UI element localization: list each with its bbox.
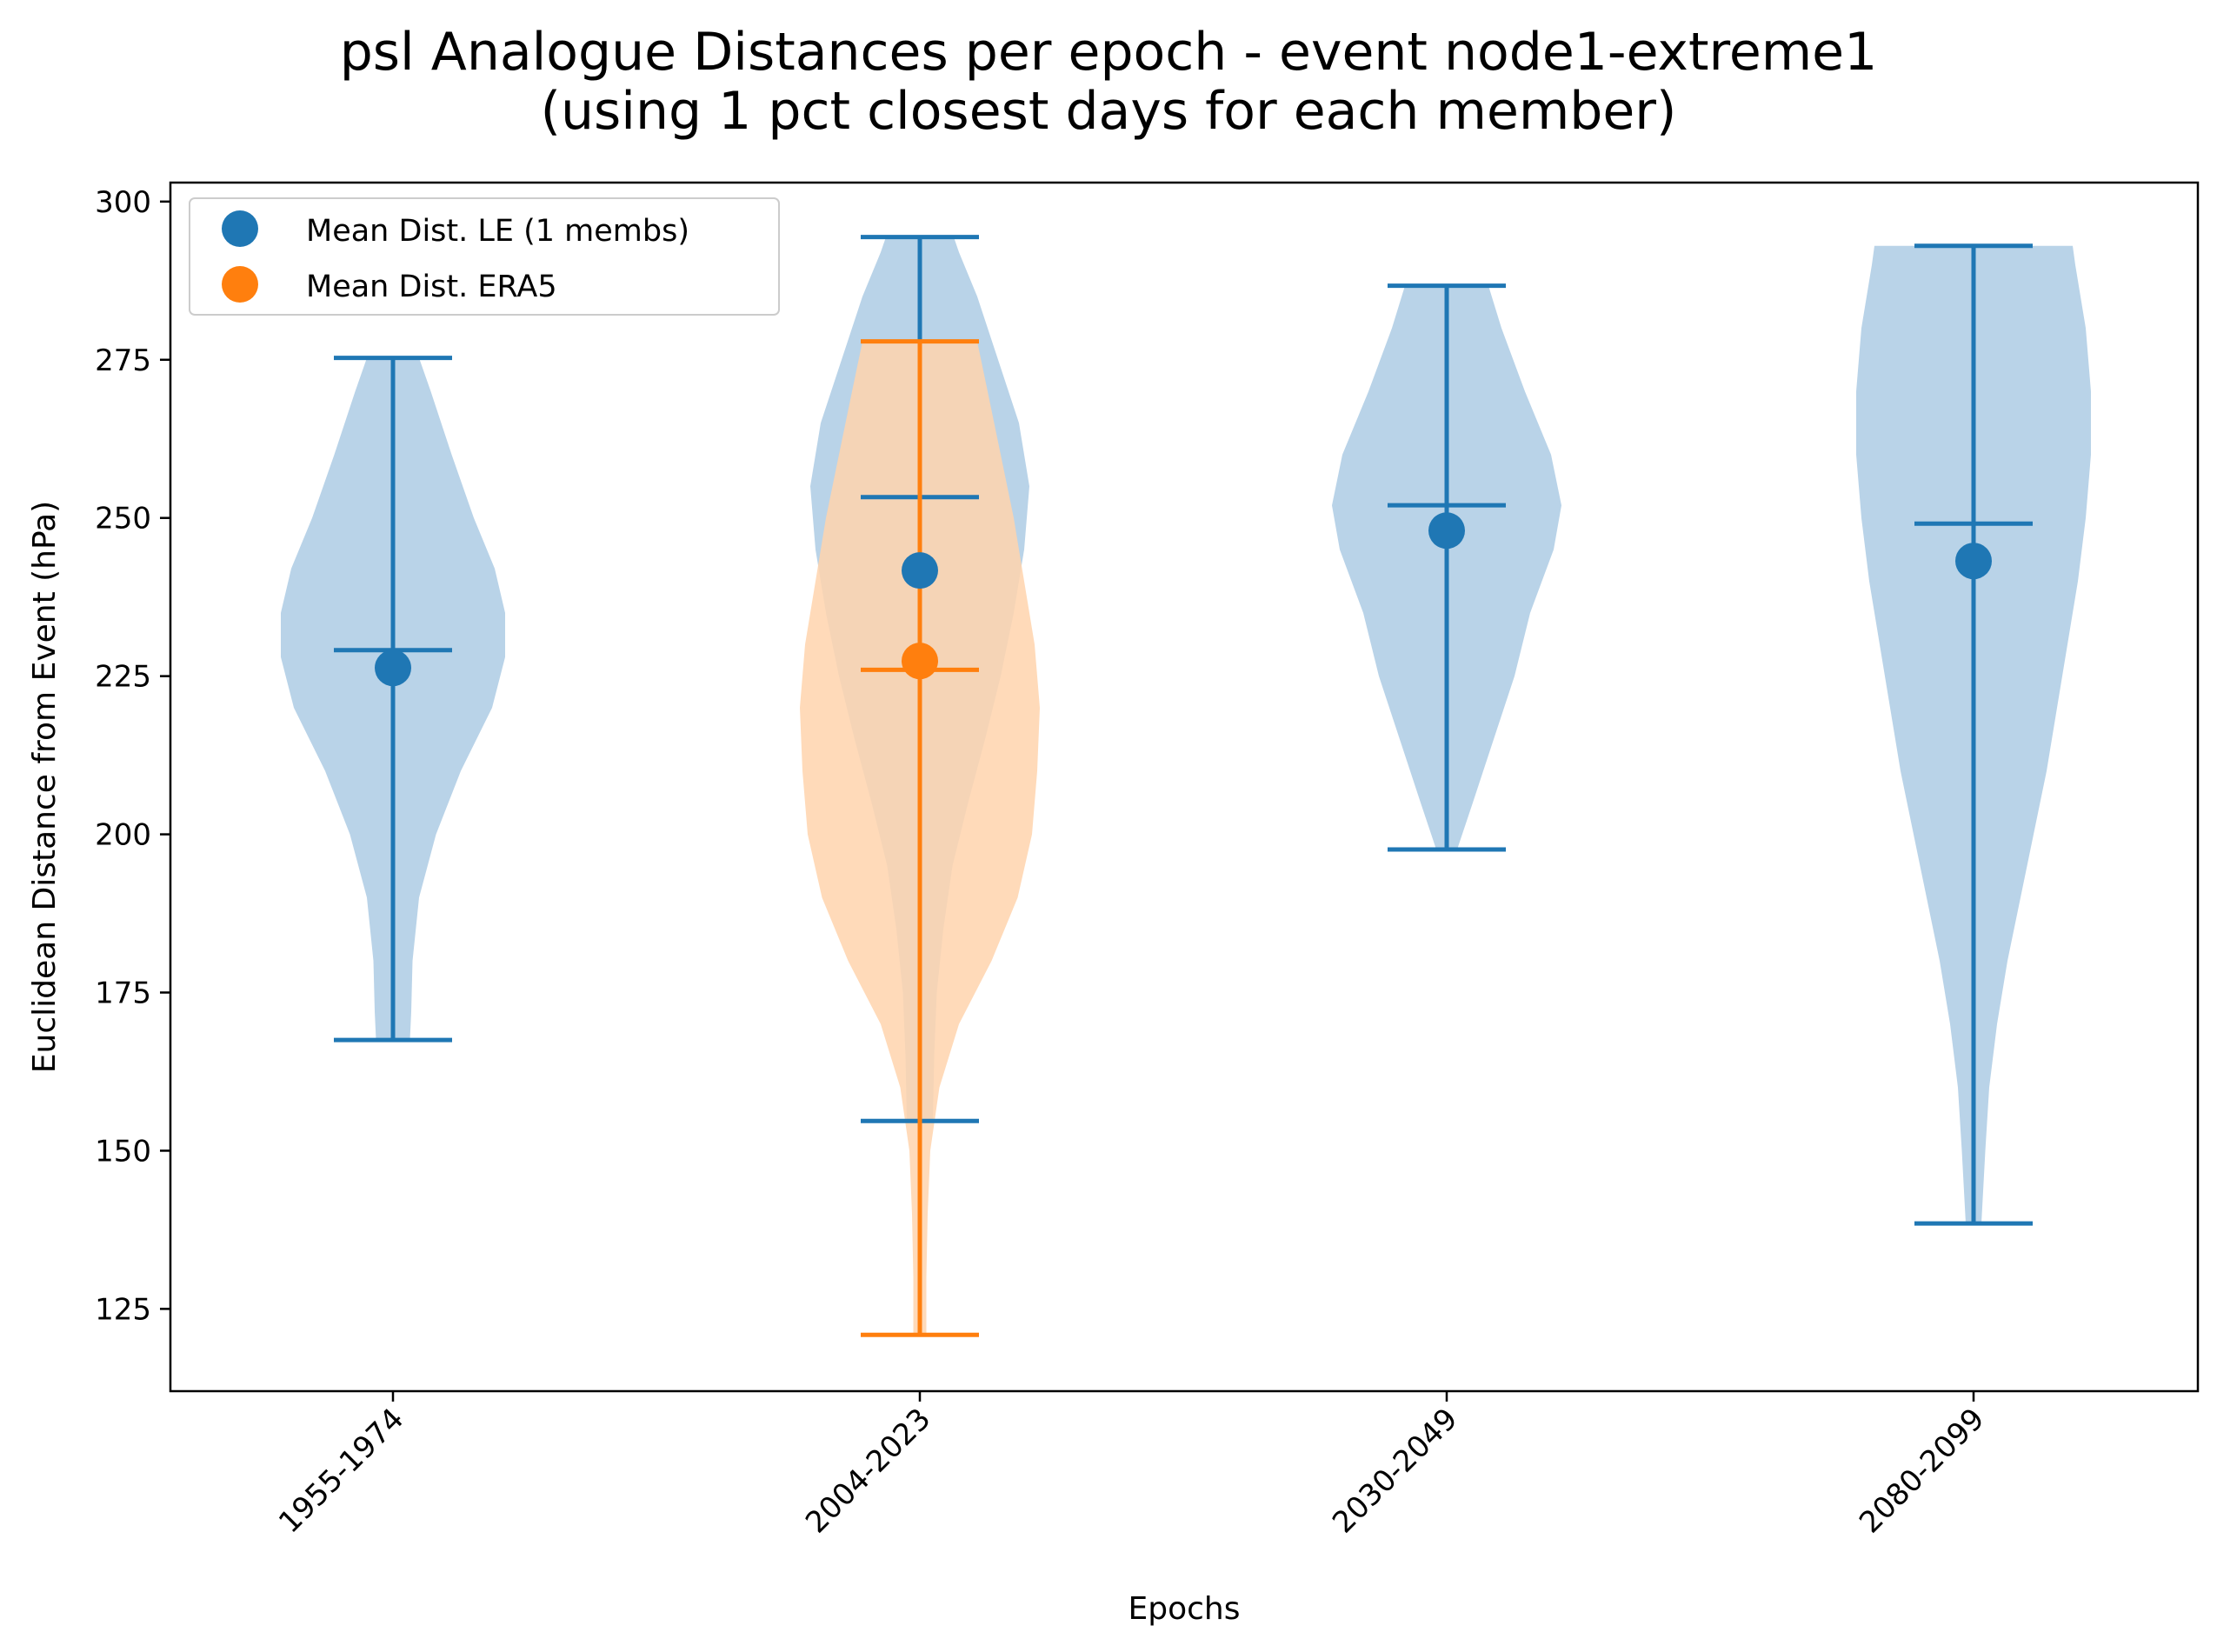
mean-marker-le-2030-2049 xyxy=(1428,512,1465,549)
y-axis-label: Euclidean Distance from Event (hPa) xyxy=(27,501,63,1073)
y-tick-label-125: 125 xyxy=(95,1292,151,1327)
y-tick-label-175: 175 xyxy=(95,976,151,1011)
legend-label-le: Mean Dist. LE (1 membs) xyxy=(306,214,689,249)
y-tick-label-150: 150 xyxy=(95,1134,151,1169)
x-axis-label: Epochs xyxy=(1128,1591,1241,1627)
x-tick-label-1955-1974: 1955-1974 xyxy=(272,1402,410,1540)
mean-marker-le-2004-2023 xyxy=(902,552,938,589)
x-tick-label-2004-2023: 2004-2023 xyxy=(799,1402,937,1540)
mean-marker-le-1955-1974 xyxy=(375,649,411,686)
legend-marker-le xyxy=(222,210,258,247)
y-tick-label-275: 275 xyxy=(95,343,151,378)
violins-layer xyxy=(281,237,2091,1336)
y-tick-label-300: 300 xyxy=(95,185,151,220)
x-tick-label-2080-2099: 2080-2099 xyxy=(1853,1402,1991,1540)
x-tick-label-2030-2049: 2030-2049 xyxy=(1326,1402,1464,1540)
mean-marker-era5-2004-2023 xyxy=(902,643,938,679)
y-tick-label-225: 225 xyxy=(95,660,151,695)
marks-layer xyxy=(334,237,2033,1336)
y-tick-label-250: 250 xyxy=(95,502,151,536)
legend-label-era5: Mean Dist. ERA5 xyxy=(306,270,557,304)
mean-marker-le-2080-2099 xyxy=(1955,543,1992,579)
legend-marker-era5 xyxy=(222,266,258,303)
y-tick-label-200: 200 xyxy=(95,818,151,853)
legend: Mean Dist. LE (1 membs) Mean Dist. ERA5 xyxy=(190,198,779,315)
